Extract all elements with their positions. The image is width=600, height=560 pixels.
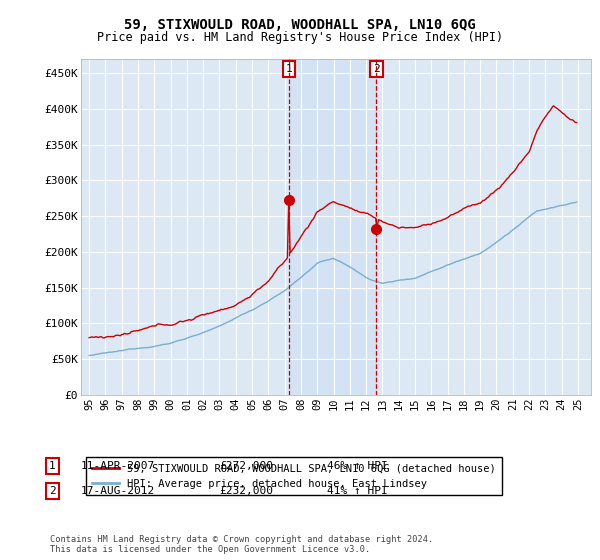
Text: 46% ↑ HPI: 46% ↑ HPI — [327, 461, 388, 471]
Text: 17-AUG-2012: 17-AUG-2012 — [81, 486, 155, 496]
Text: £272,000: £272,000 — [219, 461, 273, 471]
Bar — [289, 59, 376, 395]
Text: Contains HM Land Registry data © Crown copyright and database right 2024.
This d: Contains HM Land Registry data © Crown c… — [50, 535, 433, 554]
Text: 2: 2 — [373, 64, 380, 74]
Text: 11-APR-2007: 11-APR-2007 — [81, 461, 155, 471]
Text: Price paid vs. HM Land Registry's House Price Index (HPI): Price paid vs. HM Land Registry's House … — [97, 31, 503, 44]
Text: 59, STIXWOULD ROAD, WOODHALL SPA, LN10 6QG: 59, STIXWOULD ROAD, WOODHALL SPA, LN10 6… — [124, 18, 476, 32]
Legend: 59, STIXWOULD ROAD, WOODHALL SPA, LN10 6QG (detached house), HPI: Average price,: 59, STIXWOULD ROAD, WOODHALL SPA, LN10 6… — [86, 457, 502, 495]
Text: £232,000: £232,000 — [219, 486, 273, 496]
Text: 1: 1 — [49, 461, 56, 471]
Text: 41% ↑ HPI: 41% ↑ HPI — [327, 486, 388, 496]
Text: 2: 2 — [49, 486, 56, 496]
Text: 1: 1 — [286, 64, 292, 74]
